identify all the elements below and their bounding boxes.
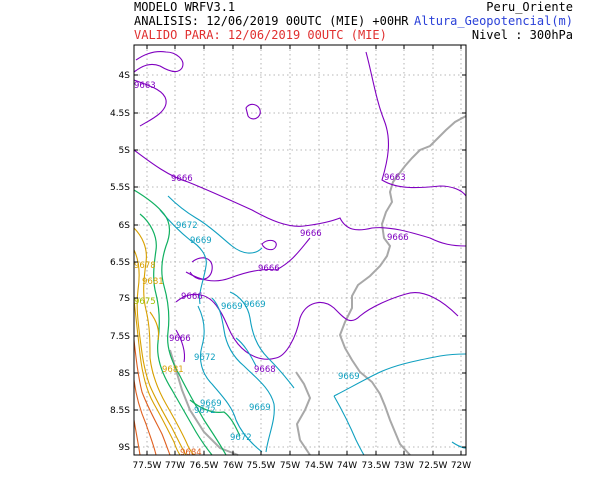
model-title: MODELO WRFV3.1 xyxy=(134,0,236,14)
river-border xyxy=(295,371,312,456)
contour-label: 9669 xyxy=(244,300,266,310)
lat-label: 7S xyxy=(119,294,131,304)
contour-label: 9663 xyxy=(134,81,156,91)
contour-label: 9669 xyxy=(190,236,212,246)
region-name: Peru_Oriente xyxy=(486,0,573,14)
lon-label: 72.5W xyxy=(419,461,448,471)
lon-label: 77W xyxy=(165,461,185,471)
lon-label: 75.5W xyxy=(247,461,276,471)
lat-label: 5S xyxy=(119,146,131,156)
analysis-line: ANALISIS: 12/06/2019 00UTC (MIE) +00HR xyxy=(134,14,409,28)
contour-label: 9669 xyxy=(249,403,271,413)
contour-label: 9669 xyxy=(338,372,360,382)
lon-label: 74.5W xyxy=(305,461,334,471)
contour-label: 9666 xyxy=(171,174,193,184)
lon-label: 73.5W xyxy=(362,461,391,471)
contour-label: 9663 xyxy=(384,173,406,183)
contour-label: 9684 xyxy=(180,448,202,458)
contours-purple xyxy=(133,51,467,363)
contours-cyan xyxy=(159,195,467,456)
contour-label: 9672 xyxy=(194,406,216,416)
contour-label: 9678 xyxy=(134,261,156,271)
contours-orange xyxy=(133,339,171,456)
lat-label: 7.5S xyxy=(110,332,130,342)
variable-name: Altura_Geopotencial(m) xyxy=(414,14,573,28)
contour-label: 9681 xyxy=(142,277,164,287)
lat-label: 4.5S xyxy=(110,109,130,119)
lon-label: 77.5W xyxy=(133,461,162,471)
lat-label: 4S xyxy=(119,71,131,81)
contour-label: 9675 xyxy=(134,297,156,307)
lon-label: 76.5W xyxy=(190,461,219,471)
lon-label: 75W xyxy=(280,461,300,471)
lon-label: 76W xyxy=(223,461,243,471)
pressure-level: Nivel : 300hPa xyxy=(471,28,573,42)
lon-label: 73W xyxy=(394,461,414,471)
lat-label: 8S xyxy=(119,369,131,379)
contour-label: 9681 xyxy=(162,365,184,375)
lat-label: 9S xyxy=(119,443,131,453)
contours-yellow xyxy=(133,227,195,456)
contour-label: 9668 xyxy=(254,365,276,375)
lat-label: 6.5S xyxy=(110,258,130,268)
lon-label: 74W xyxy=(337,461,357,471)
contour-label: 9666 xyxy=(169,334,191,344)
contour-label: 9666 xyxy=(258,264,280,274)
country-border xyxy=(338,115,467,456)
map-frame xyxy=(133,44,467,456)
andes-border xyxy=(169,349,239,456)
lon-label: 72W xyxy=(451,461,471,471)
contour-label: 9669 xyxy=(200,399,222,409)
contours-green xyxy=(133,189,241,456)
contour-label: 9672 xyxy=(230,433,252,443)
contour-label: 9672 xyxy=(194,353,216,363)
lat-label: 8.5S xyxy=(110,406,130,416)
contour-label: 9666 xyxy=(387,233,409,243)
contour-label: 9669 xyxy=(221,302,243,312)
lat-label: 5.5S xyxy=(110,183,130,193)
contour-label: 9666 xyxy=(181,292,203,302)
lat-label: 6S xyxy=(119,221,131,231)
contour-label: 9672 xyxy=(176,221,198,231)
contour-label: 9666 xyxy=(300,229,322,239)
valid-line: VALIDO PARA: 12/06/2019 00UTC (MIE) xyxy=(134,28,387,42)
